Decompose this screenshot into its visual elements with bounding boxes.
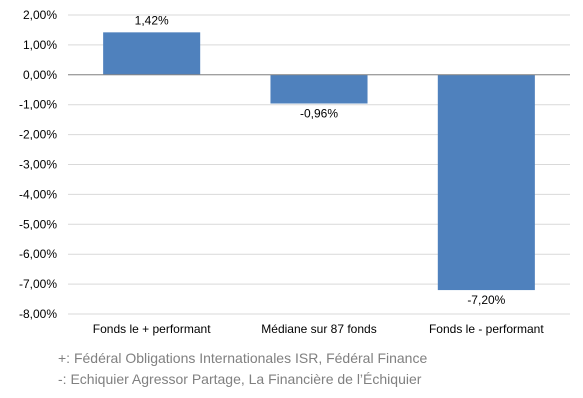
bar-chart: 2,00% 1,00% 0,00% -1,00% -2,00% -3,00% -4,00% -… [19,8,570,336]
category-label: Fonds le + performant [93,322,211,336]
y-tick-label: -3,00% [19,158,57,172]
data-label: -0,96% [300,107,338,121]
y-tick-label: 1,00% [23,38,57,52]
y-tick-label: 2,00% [23,8,57,22]
y-tick-label: -1,00% [19,98,57,112]
bar [270,74,368,104]
data-labels: 1,42% -0,96% -7,20% [135,13,506,307]
category-label: Fonds le - performant [429,322,544,336]
y-axis-ticks: 2,00% 1,00% 0,00% -1,00% -2,00% -3,00% -4,00% -… [19,8,57,321]
y-tick-label: -6,00% [19,247,57,261]
x-axis-categories: Fonds le + performant Médiane sur 87 fond… [93,322,545,336]
y-tick-label: -7,00% [19,277,57,291]
y-tick-label: -8,00% [19,307,57,321]
data-label: 1,42% [135,13,169,27]
y-tick-label: -5,00% [19,217,57,231]
bars [103,32,535,291]
bar [437,74,535,291]
y-tick-label: -2,00% [19,128,57,142]
bar [103,32,201,75]
data-label: -7,20% [467,293,505,307]
best-fund-note: +: Fédéral Obligations Internationales I… [58,350,428,366]
worst-fund-note: -: Echiquier Agressor Partage, La Financ… [58,371,422,387]
y-tick-label: -4,00% [19,187,57,201]
y-tick-label: 0,00% [23,68,57,82]
category-label: Médiane sur 87 fonds [261,322,376,336]
